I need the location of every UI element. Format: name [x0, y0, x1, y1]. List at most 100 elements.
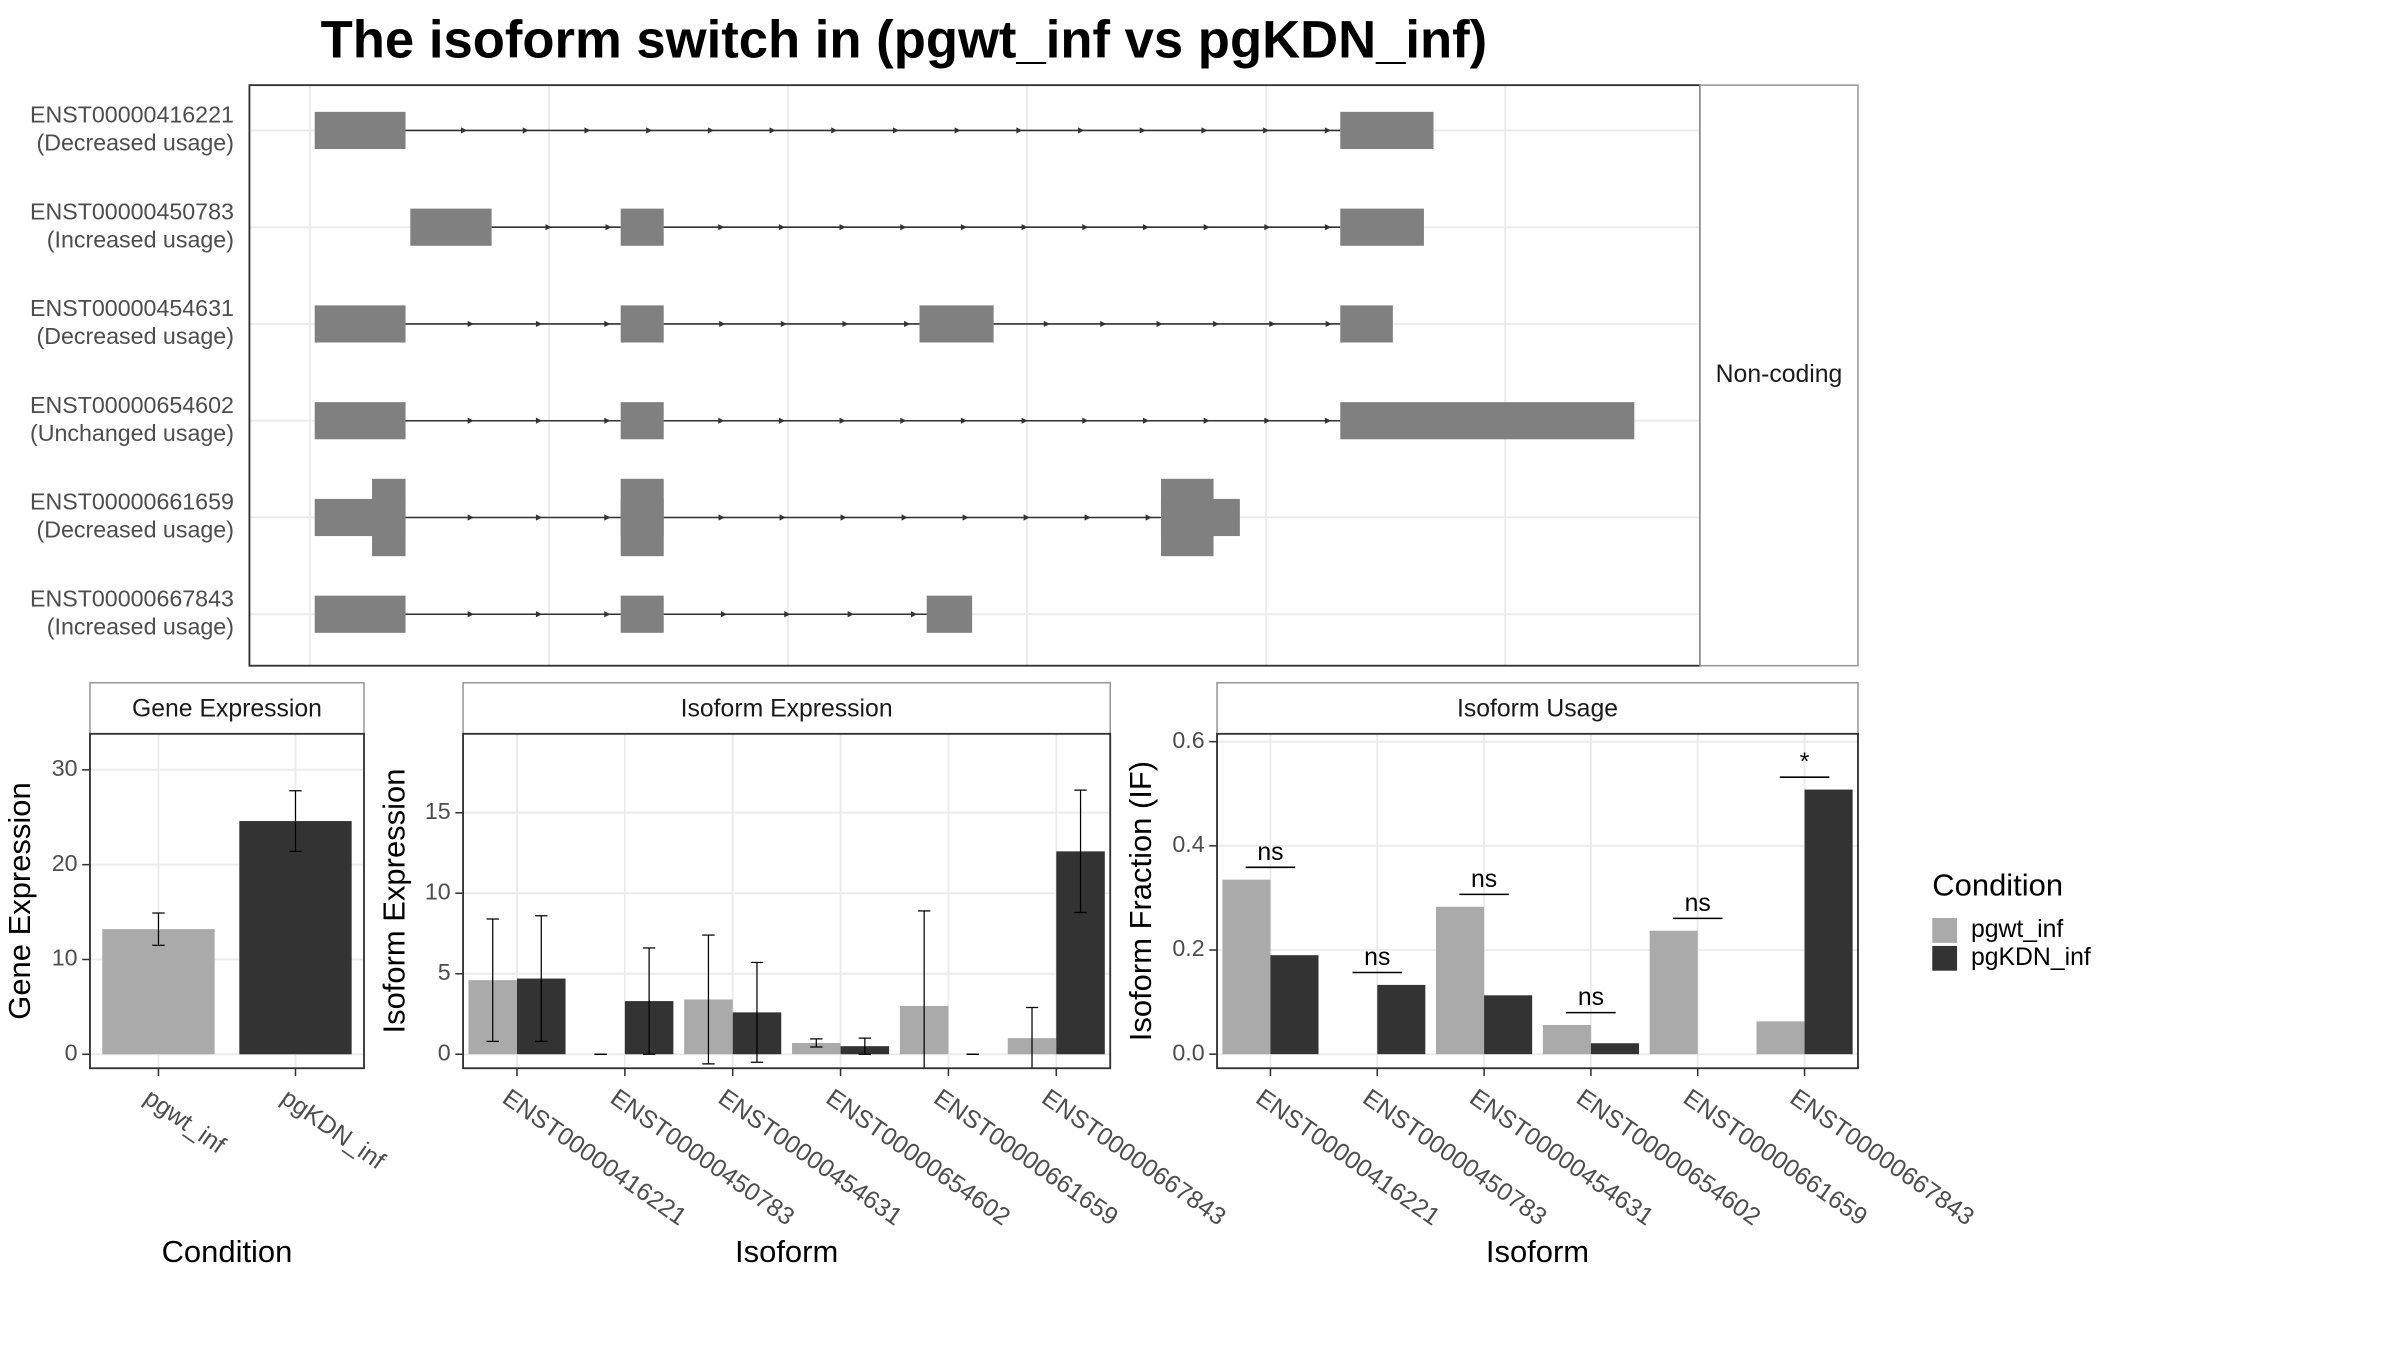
intron-arrow: [545, 224, 552, 231]
facet-strip: [89, 681, 365, 735]
intron-arrow: [1043, 320, 1050, 328]
panel-background: [1217, 733, 1858, 1069]
y-tick-label: 20: [52, 850, 78, 876]
y-tick-label: 5: [438, 959, 451, 985]
facet-label: Gene Expression: [132, 695, 322, 722]
x-tick-label: ENST00000654602: [821, 1084, 1015, 1231]
intron-arrow: [842, 320, 849, 328]
intron-arrow: [900, 417, 907, 424]
intron-arrow: [779, 514, 786, 521]
intron-arrow: [778, 417, 786, 424]
intron-arrow: [1325, 320, 1332, 328]
intron-arrow: [1142, 224, 1150, 231]
bar: [1484, 995, 1533, 1055]
intron-arrow: [605, 224, 612, 231]
intron-arrow: [784, 611, 791, 618]
y-tick-label: 0.4: [1172, 831, 1204, 857]
coding-exon: [1160, 478, 1214, 557]
intron-arrow: [904, 320, 911, 328]
y-tick-label: 0: [438, 1039, 451, 1065]
panel-border: [462, 732, 1112, 1070]
y-axis-label: Gene Expression: [2, 782, 37, 1019]
intron-arrow: [1264, 224, 1271, 231]
bar: [1590, 1043, 1639, 1055]
intron-arrow: [1203, 224, 1210, 231]
intron-arrow: [584, 127, 591, 134]
exon: [1340, 305, 1393, 343]
intron-arrow: [1016, 127, 1023, 134]
legend-key: [1932, 918, 1958, 943]
x-axis-label: Isoform: [735, 1234, 838, 1269]
x-tick-label: pgwt_inf: [139, 1084, 230, 1159]
x-tick-label: ENST00000450783: [1358, 1084, 1552, 1231]
intron-arrow: [1021, 224, 1028, 231]
intron-arrow: [839, 224, 846, 231]
x-axis-label: Isoform: [1486, 1234, 1589, 1269]
significance-label: ns: [1257, 839, 1283, 866]
panel-background: [249, 85, 1701, 666]
intron-arrow: [900, 224, 907, 231]
x-tick-label: ENST00000667843: [1037, 1084, 1231, 1231]
bar: [1542, 1025, 1591, 1055]
bar: [1222, 879, 1271, 1055]
intron-arrow: [1264, 417, 1271, 424]
exon: [1340, 402, 1635, 440]
intron-arrow: [1324, 417, 1332, 424]
x-tick-label: pgKDN_inf: [276, 1084, 390, 1175]
y-tick-label: 10: [52, 945, 78, 971]
intron-arrow: [1156, 320, 1163, 328]
exon: [620, 402, 664, 440]
plot-area: [463, 733, 1111, 1069]
isoform-name: ENST00000654602: [30, 392, 234, 418]
intron-arrow: [1212, 320, 1220, 328]
intron-arrow: [604, 611, 611, 618]
figure-title: The isoform switch in (pgwt_inf vs pgKDN…: [321, 10, 1488, 69]
intron-arrow: [1324, 127, 1332, 134]
intron-arrow: [1100, 320, 1107, 328]
exon: [1340, 208, 1424, 246]
legend-key: [1932, 945, 1958, 971]
plot-area: [89, 733, 364, 1069]
x-axis-label: Condition: [162, 1234, 293, 1269]
exon: [314, 111, 406, 150]
intron-arrow: [1023, 514, 1030, 521]
legend-label: pgKDN_inf: [1971, 944, 2091, 971]
intron-arrow: [1082, 417, 1089, 424]
facet-strip: [1699, 84, 1859, 667]
plot-area: [249, 85, 1701, 666]
exon: [919, 305, 994, 343]
x-tick-label: ENST00000654602: [1571, 1084, 1765, 1231]
intron-arrow: [1263, 127, 1270, 134]
bar: [1270, 955, 1319, 1055]
y-axis-label: Isoform Expression: [377, 769, 412, 1034]
plot-area: [1217, 733, 1858, 1069]
bar: [1804, 789, 1853, 1055]
panel-background: [463, 733, 1111, 1069]
significance-label: ns: [1364, 944, 1390, 971]
intron-arrow: [1324, 224, 1332, 231]
intron-arrow: [847, 611, 854, 618]
intron-arrow: [535, 320, 543, 328]
intron-arrow: [604, 514, 611, 521]
bar: [239, 821, 352, 1055]
exon: [620, 305, 664, 343]
bar: [1756, 1021, 1805, 1055]
intron-arrow: [1082, 224, 1089, 231]
intron-arrow: [778, 224, 786, 231]
x-tick-label: ENST00000450783: [605, 1084, 799, 1231]
significance-label: *: [1800, 749, 1810, 776]
intron-arrow: [769, 127, 776, 134]
intron-arrow: [1145, 514, 1152, 521]
intron-arrow: [960, 417, 968, 424]
y-tick-label: 10: [425, 878, 451, 904]
y-tick-label: 0.0: [1172, 1039, 1204, 1065]
usage-label: (Unchanged usage): [30, 420, 234, 446]
x-tick-label: ENST00000661659: [929, 1084, 1123, 1231]
intron-arrow: [1021, 417, 1028, 424]
facet-label: Isoform Usage: [1457, 695, 1618, 722]
isoform-name: ENST00000454631: [30, 295, 234, 321]
legend-title: Condition: [1932, 867, 2063, 902]
intron-arrow: [910, 611, 918, 618]
significance-label: ns: [1578, 984, 1604, 1011]
